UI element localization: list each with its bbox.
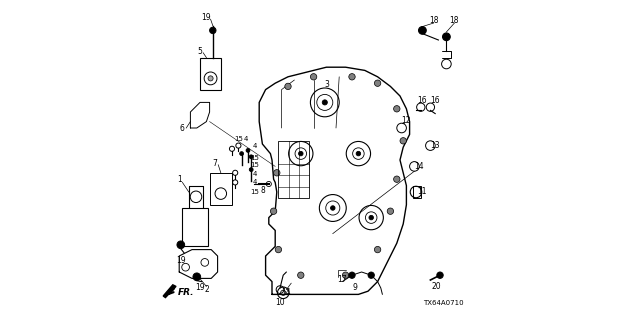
Text: 11: 11 (418, 188, 427, 196)
Circle shape (250, 155, 253, 159)
Circle shape (437, 272, 443, 278)
Text: 4: 4 (252, 180, 257, 185)
Text: 12: 12 (402, 116, 411, 124)
Circle shape (400, 138, 406, 144)
Text: 6: 6 (180, 124, 185, 132)
Circle shape (285, 83, 291, 90)
Text: 8: 8 (260, 186, 265, 195)
Circle shape (275, 246, 282, 253)
Text: 18: 18 (429, 16, 438, 25)
Text: 19: 19 (195, 284, 205, 292)
Circle shape (310, 74, 317, 80)
Circle shape (177, 241, 185, 249)
Circle shape (394, 106, 400, 112)
Text: 16: 16 (430, 96, 440, 105)
Circle shape (349, 272, 355, 278)
Text: 18: 18 (450, 16, 459, 25)
Text: 1: 1 (177, 175, 182, 184)
Polygon shape (163, 285, 176, 298)
Circle shape (369, 215, 374, 220)
Circle shape (374, 246, 381, 253)
Circle shape (271, 208, 277, 214)
Text: 15: 15 (234, 136, 243, 142)
Text: 19: 19 (176, 256, 186, 265)
Text: 14: 14 (282, 288, 291, 297)
Circle shape (240, 152, 243, 156)
Text: 3: 3 (324, 80, 329, 89)
Circle shape (208, 76, 213, 81)
Circle shape (193, 273, 201, 281)
Bar (200, 58, 221, 90)
Circle shape (368, 272, 374, 278)
Text: 7: 7 (212, 159, 218, 168)
Text: 19: 19 (202, 13, 211, 22)
Text: 9: 9 (353, 284, 358, 292)
Text: 20: 20 (432, 282, 442, 291)
Circle shape (443, 33, 451, 41)
Text: TX64A0710: TX64A0710 (424, 300, 464, 306)
Circle shape (419, 27, 426, 34)
Circle shape (298, 272, 304, 278)
Circle shape (323, 100, 328, 105)
Circle shape (246, 148, 250, 152)
Circle shape (387, 208, 394, 214)
Bar (210, 173, 232, 205)
Text: 15: 15 (250, 162, 259, 168)
Circle shape (374, 80, 381, 86)
Circle shape (349, 74, 355, 80)
Text: 14: 14 (414, 162, 424, 171)
Text: 2: 2 (204, 285, 209, 294)
Circle shape (394, 176, 400, 182)
Circle shape (210, 27, 216, 34)
Text: 15: 15 (250, 189, 259, 195)
Circle shape (250, 168, 253, 172)
Text: 15: 15 (250, 156, 259, 161)
Text: FR.: FR. (178, 288, 194, 297)
Circle shape (342, 272, 349, 278)
Circle shape (356, 151, 361, 156)
Circle shape (274, 170, 280, 176)
Text: 4: 4 (244, 136, 248, 142)
Bar (278, 141, 308, 198)
Bar (182, 208, 208, 246)
Text: 17: 17 (337, 276, 348, 284)
Bar (413, 186, 421, 198)
Text: 4: 4 (252, 172, 257, 177)
Circle shape (298, 151, 303, 156)
Text: 4: 4 (252, 143, 257, 148)
Text: 5: 5 (198, 47, 202, 56)
Circle shape (330, 206, 335, 210)
Text: 16: 16 (417, 96, 428, 105)
Text: 13: 13 (430, 141, 440, 150)
Text: 10: 10 (275, 298, 285, 307)
